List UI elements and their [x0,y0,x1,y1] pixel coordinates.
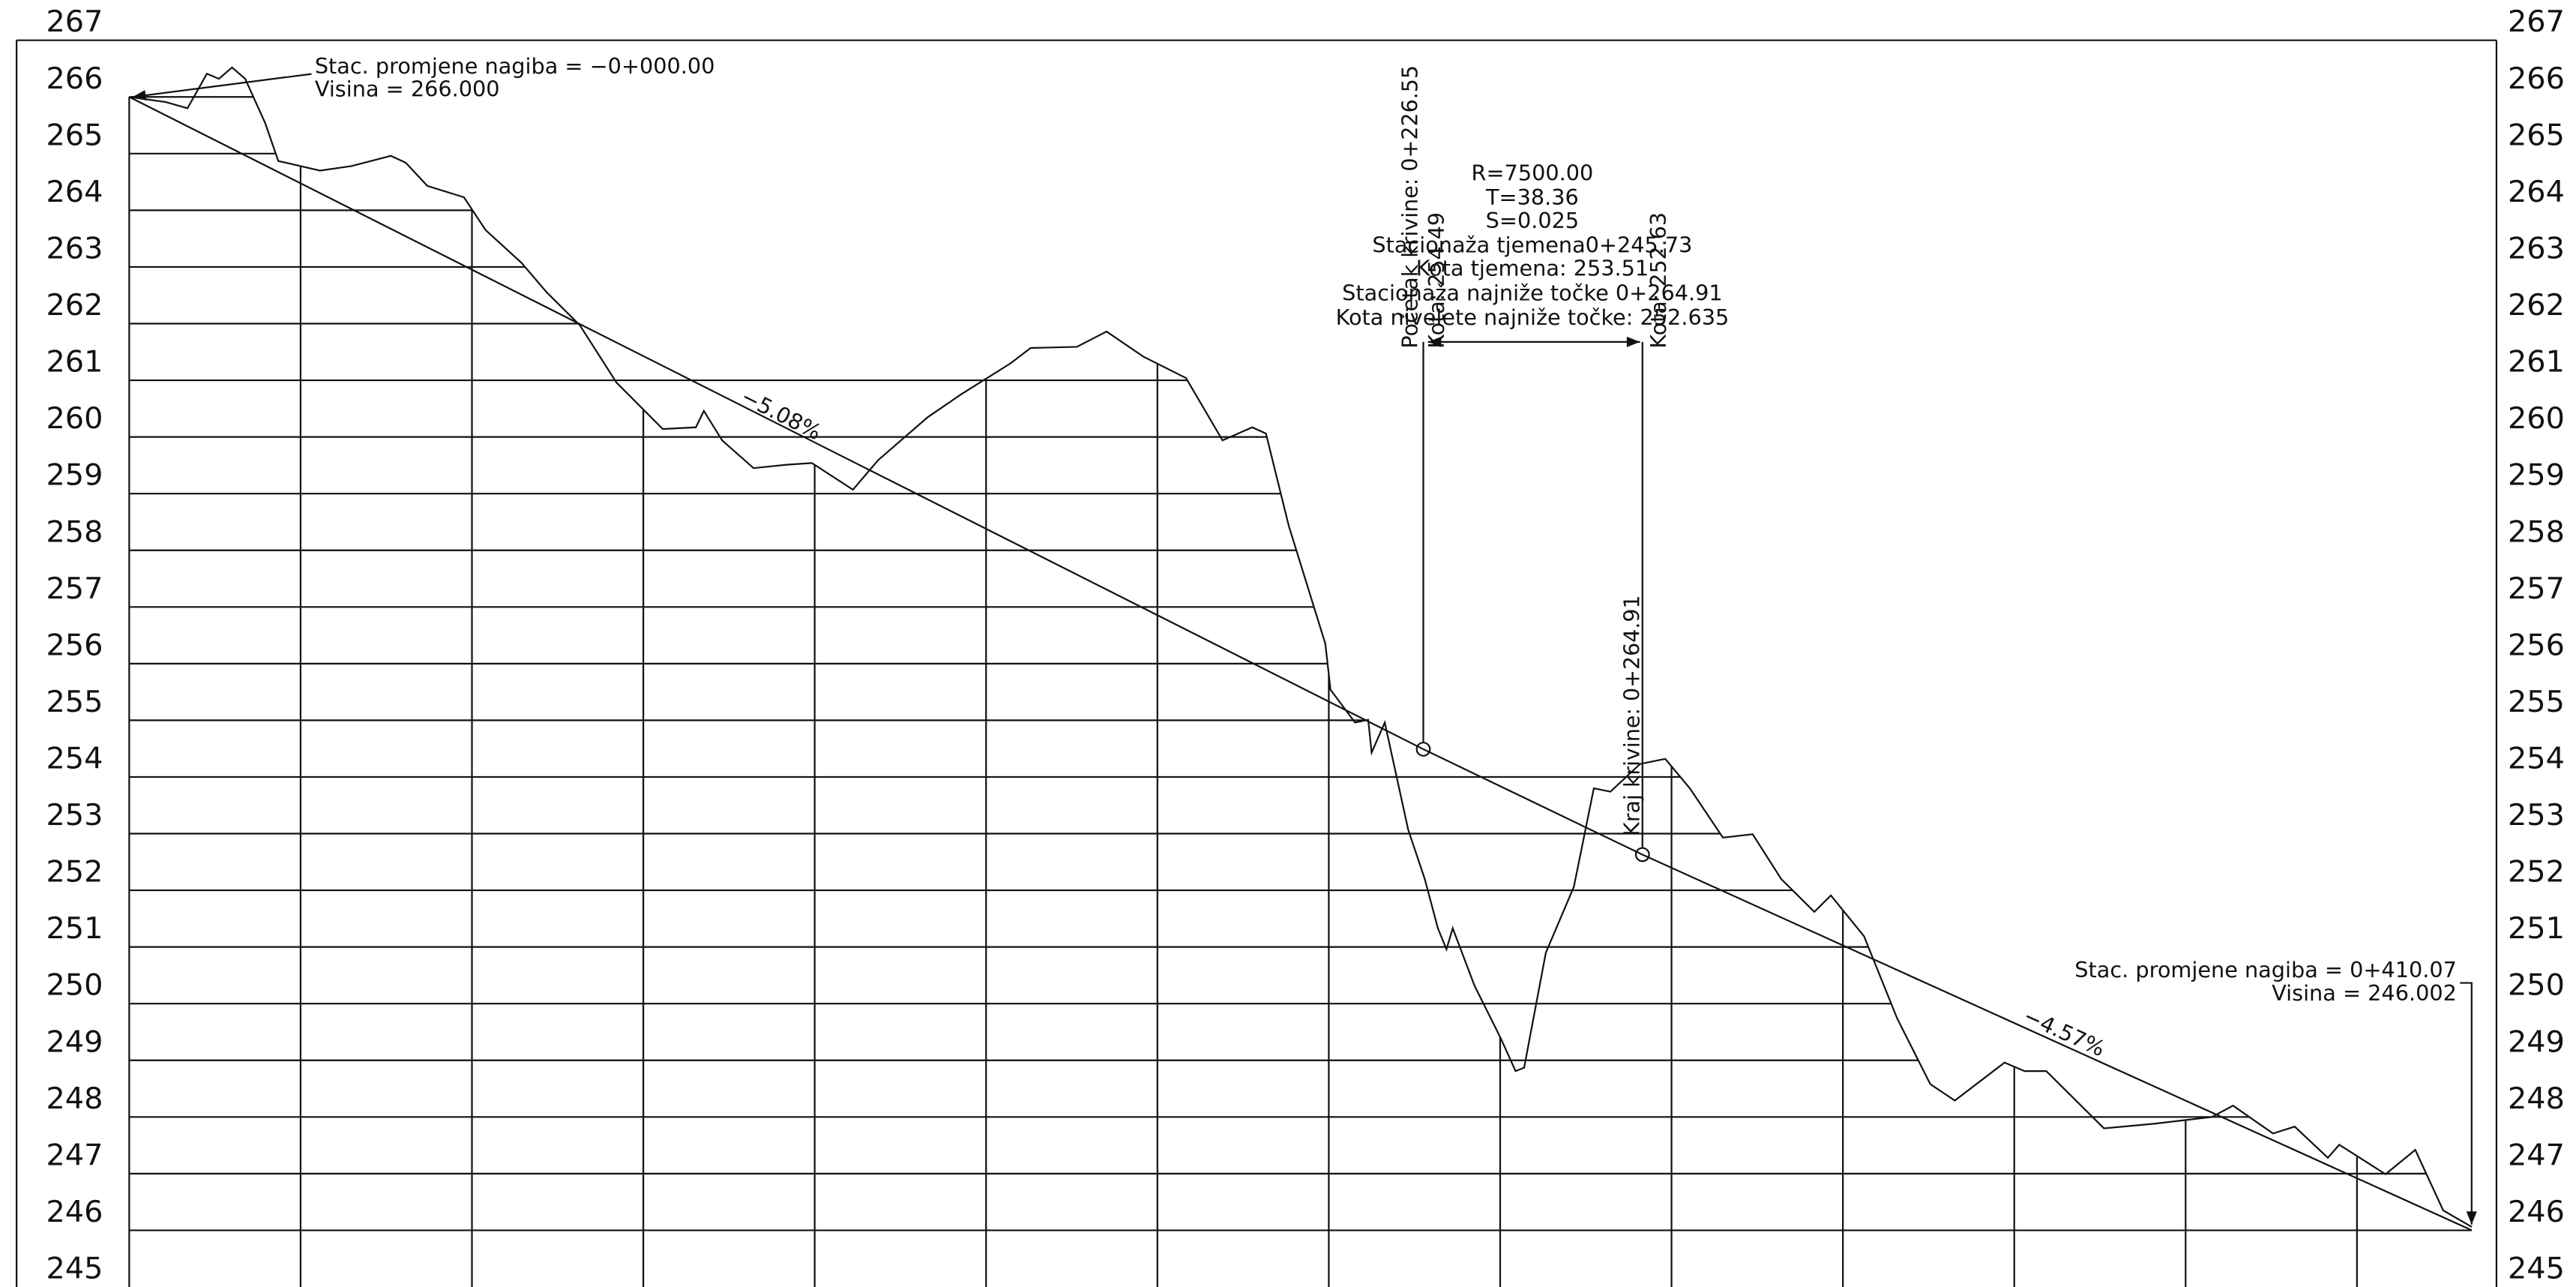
y-tick-label: 254 [46,742,103,776]
curve-block: R=7500.00 T=38.36 S=0.025 Stacionaža tje… [1336,160,1730,330]
y-tick-label: 245 [46,1252,103,1286]
y-tick-label: 261 [2508,345,2565,380]
y-tick-label: 248 [2508,1082,2565,1116]
y-tick-label: 250 [46,968,103,1003]
y-tick-label: 260 [46,401,103,436]
annotation: Kota: 252.63 [1646,212,1671,349]
y-tick-label: 259 [2508,458,2565,493]
grade-line [128,96,2473,1232]
y-tick-label: 267 [46,4,103,39]
y-tick-label: 264 [46,175,103,209]
y-tick-label: 264 [2508,175,2565,209]
y-tick-label: 248 [46,1082,103,1116]
y-tick-label: 261 [46,345,103,380]
y-tick-label: 263 [2508,232,2565,266]
y-tick-label: 247 [46,1138,103,1173]
terrain-line [129,66,2473,1228]
y-tick-label: 254 [2508,742,2565,776]
y-tick-label: 256 [46,628,103,663]
annotation: Stac. promjene nagiba = −0+000.00 [315,53,715,79]
y-tick-label: 257 [46,572,103,606]
annotation: Visina = 246.002 [2272,980,2457,1006]
y-tick-label: 258 [46,514,103,549]
y-tick-label: 250 [2508,968,2565,1003]
y-tick-label: 253 [46,798,103,832]
y-tick-label: 252 [46,855,103,890]
y-tick-label: 252 [2508,855,2565,890]
y-tick-label: 249 [2508,1024,2565,1059]
y-tick-label: 255 [46,685,103,719]
annotation: Visina = 266.000 [315,76,500,102]
y-tick-label: 266 [46,62,103,96]
annotation: Kraj krivine: 0+264.91 [1619,595,1645,836]
annotation: Kota nivelete najniže točke: 252.635 [1336,304,1730,330]
y-tick-label: 247 [2508,1138,2565,1173]
y-tick-label: 262 [2508,288,2565,322]
y-tick-label: 260 [2508,401,2565,436]
leader [2460,982,2477,1225]
y-tick-label: 245 [2508,1252,2565,1286]
annotation: Početak krivine: 0+226.55 [1397,65,1423,349]
y-tick-label: 262 [46,288,103,322]
y-tick-label: 258 [2508,514,2565,549]
annotation: Kota: 254.49 [1424,212,1449,349]
y-tick-label: 263 [46,232,103,266]
y-tick-label: 256 [2508,628,2565,663]
annotation: Stacionaža najniže točke 0+264.91 [1342,280,1723,305]
annotation: Stacionaža tjemena0+245.73 [1372,232,1692,258]
y-tick-label: 251 [46,911,103,946]
grade-label: −5.08% [737,383,825,445]
curve-point [1415,742,1431,757]
y-tick-label: 246 [2508,1195,2565,1229]
y-tick-label: 251 [2508,911,2565,946]
y-tick-label: 253 [2508,798,2565,832]
y-tick-label: 249 [46,1024,103,1059]
y-tick-label: 259 [46,458,103,493]
leader [132,73,312,101]
y-tick-label: 265 [46,118,103,153]
y-tick-label: 246 [46,1195,103,1229]
annotation: S=0.025 [1486,208,1579,233]
annotation: Kota tjemena: 253.51 [1416,255,1649,280]
curve-point [1634,847,1650,862]
y-tick-label: 266 [2508,62,2565,96]
y-tick-label: 265 [2508,118,2565,153]
y-tick-label: 257 [2508,572,2565,606]
annotation: Stac. promjene nagiba = 0+410.07 [2074,957,2457,982]
y-tick-label: 267 [2508,4,2565,39]
annotation: T=38.36 [1485,184,1579,210]
annotation: R=7500.00 [1472,160,1594,185]
y-tick-label: 255 [2508,685,2565,719]
